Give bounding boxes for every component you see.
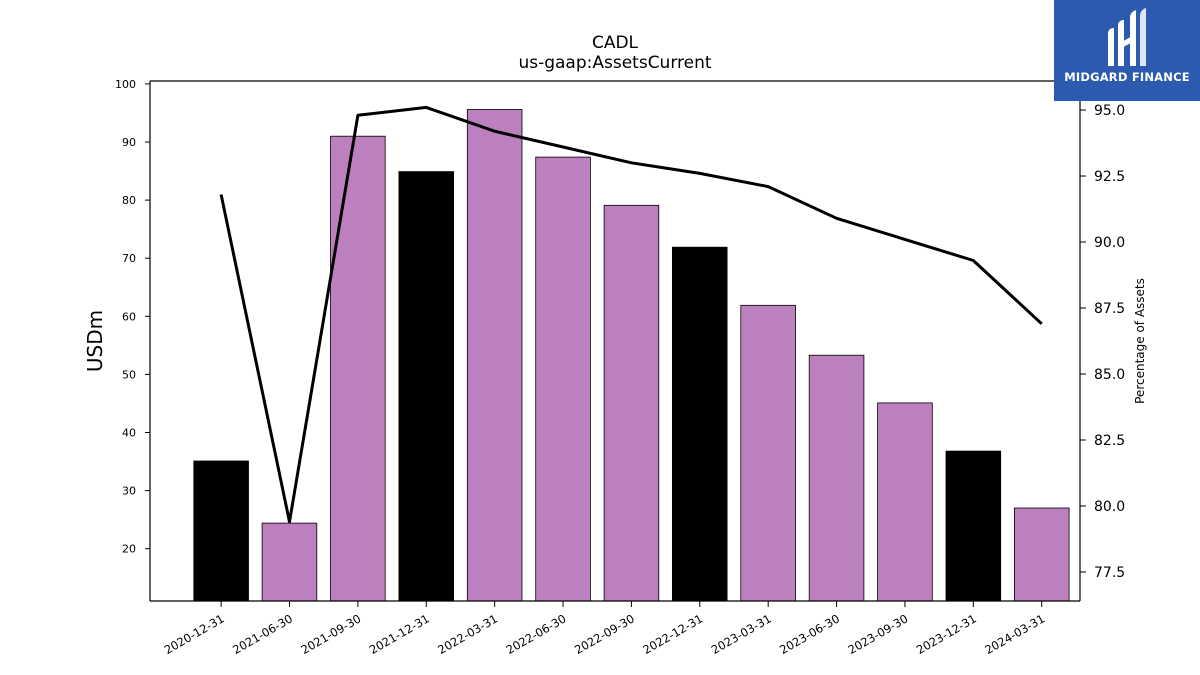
- bar-2022-03-31: [466, 109, 523, 602]
- y-tick-label: 80: [122, 194, 136, 207]
- y2-tick-label: 95.0: [1094, 103, 1125, 119]
- bar-2023-09-30: [877, 402, 933, 602]
- y-tick-label: 70: [122, 252, 136, 265]
- x-tick-label: 2021-06-30: [230, 611, 295, 657]
- y2-tick-label: 85.0: [1094, 367, 1125, 383]
- logo-text: MIDGARD FINANCE: [1064, 70, 1190, 84]
- percentage-line: [219, 105, 1043, 524]
- bar-2021-06-30: [261, 522, 318, 602]
- x-tick-label: 2022-09-30: [572, 611, 637, 657]
- y-tick-label: 90: [122, 136, 136, 149]
- x-tick-label: 2021-12-31: [367, 611, 432, 657]
- y-axis-label: USDm: [83, 310, 107, 372]
- y-tick-label: 50: [122, 368, 136, 381]
- bar-2021-12-31: [398, 171, 454, 602]
- y2-tick-label: 82.5: [1094, 433, 1125, 449]
- x-tick-label: 2020-12-31: [162, 611, 227, 657]
- y2-tick-label: 77.5: [1094, 565, 1125, 581]
- bar-2022-09-30: [603, 204, 660, 602]
- bars: [193, 109, 1070, 602]
- y2-axis-label: Percentage of Assets: [1133, 278, 1147, 404]
- bar-2023-12-31: [945, 450, 1002, 602]
- y2-tick-label: 90.0: [1094, 235, 1125, 251]
- x-tick-label: 2023-03-31: [709, 611, 774, 657]
- y-tick-label: 60: [122, 310, 136, 323]
- percentage-series-line: [219, 105, 1043, 524]
- y-tick-label: 20: [122, 543, 136, 556]
- y2-tick-label: 80.0: [1094, 499, 1125, 515]
- midgard-finance-logo: MIDGARD FINANCE: [1054, 0, 1200, 101]
- logo-mark-icon: [1108, 8, 1146, 66]
- bar-2023-06-30: [808, 354, 865, 602]
- chart-title: CADL: [592, 33, 639, 53]
- x-tick-label: 2022-03-31: [435, 611, 500, 657]
- x-tick-label: 2024-03-31: [982, 611, 1047, 657]
- y-tick-label: 40: [122, 427, 136, 440]
- bar-2022-06-30: [535, 156, 591, 602]
- y-tick-label: 100: [115, 78, 136, 91]
- bar-2024-03-31: [1014, 507, 1070, 602]
- x-tick-label: 2023-06-30: [777, 611, 842, 657]
- x-tick-label: 2022-06-30: [504, 611, 569, 657]
- x-tick-label: 2023-09-30: [846, 611, 911, 657]
- chart-subtitle: us-gaap:AssetsCurrent: [518, 53, 711, 73]
- bar-2020-12-31: [193, 460, 249, 602]
- bar-2022-12-31: [672, 246, 728, 602]
- bar-2021-09-30: [330, 135, 386, 602]
- y2-tick-label: 92.5: [1094, 169, 1125, 185]
- x-tick-label: 2021-09-30: [298, 611, 363, 657]
- x-tick-label: 2022-12-31: [640, 611, 705, 657]
- y-tick-label: 30: [122, 485, 136, 498]
- y2-tick-label: 87.5: [1094, 301, 1125, 317]
- x-tick-label: 2023-12-31: [914, 611, 979, 657]
- bar-2023-03-31: [740, 304, 796, 602]
